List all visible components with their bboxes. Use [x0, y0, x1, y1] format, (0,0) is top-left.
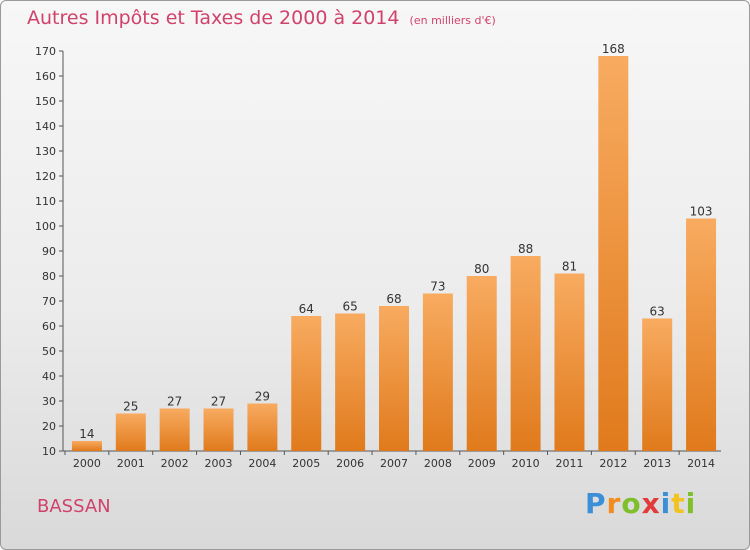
value-label-2012: 168	[602, 42, 625, 56]
x-tick-label-2008: 2008	[424, 457, 452, 470]
value-label-2008: 73	[430, 280, 445, 294]
bar-2007	[379, 306, 409, 451]
x-tick-label-2010: 2010	[512, 457, 540, 470]
x-tick-label-2012: 2012	[599, 457, 627, 470]
x-tick-label-2007: 2007	[380, 457, 408, 470]
value-label-2003: 27	[211, 395, 226, 409]
chart-value-labels: 14 25 27 27 29 64 65 68 73 80 88 81 168 63 103	[79, 42, 712, 441]
y-tick-label: 10	[42, 445, 56, 458]
x-tick-label-2006: 2006	[336, 457, 364, 470]
bar-2012	[598, 56, 629, 451]
bar-2005	[291, 316, 322, 451]
y-tick-label: 120	[35, 170, 56, 183]
value-label-2009: 80	[474, 262, 489, 276]
value-label-2014: 103	[690, 205, 713, 219]
bar-2006	[335, 313, 366, 451]
y-tick-label: 30	[42, 395, 56, 408]
chart-unit: (en milliers d'€)	[409, 14, 496, 27]
value-label-2005: 64	[299, 302, 314, 316]
value-label-2010: 88	[518, 242, 533, 256]
value-label-2001: 25	[123, 400, 138, 414]
x-tick-label-2001: 2001	[117, 457, 145, 470]
bar-2002	[159, 408, 190, 451]
chart-bars	[71, 56, 717, 451]
value-label-2002: 27	[167, 395, 182, 409]
bar-2010	[510, 256, 541, 451]
proxiti-logo: Proxiti	[585, 487, 697, 520]
y-tick-label: 100	[35, 220, 56, 233]
bar-2013	[642, 318, 673, 451]
chart-title: Autres Impôts et Taxes de 2000 à 2014 (e…	[27, 7, 496, 29]
y-tick-label: 20	[42, 420, 56, 433]
value-label-2007: 68	[386, 292, 401, 306]
x-tick-label-2000: 2000	[73, 457, 101, 470]
x-tick-label-2005: 2005	[292, 457, 320, 470]
bar-2014	[686, 218, 717, 451]
bar-2004	[247, 403, 278, 451]
value-label-2006: 65	[342, 300, 357, 314]
x-tick-label-2003: 2003	[205, 457, 233, 470]
y-tick-label: 90	[42, 245, 56, 258]
x-tick-label-2014: 2014	[687, 457, 715, 470]
y-tick-label: 70	[42, 295, 56, 308]
y-tick-label: 80	[42, 270, 56, 283]
y-tick-label: 130	[35, 145, 56, 158]
chart-title-text: Autres Impôts et Taxes de 2000 à 2014	[27, 7, 400, 29]
bar-2009	[466, 276, 497, 451]
bar-2008	[422, 293, 453, 451]
y-tick-label: 140	[35, 120, 56, 133]
bar-2011	[554, 273, 585, 451]
value-label-2000: 14	[79, 427, 94, 441]
x-tick-label-2004: 2004	[248, 457, 276, 470]
y-tick-label: 150	[35, 95, 56, 108]
x-tick-label-2011: 2011	[555, 457, 583, 470]
x-tick-label-2013: 2013	[643, 457, 671, 470]
value-label-2004: 29	[255, 390, 270, 404]
bar-2000	[71, 441, 102, 451]
y-tick-label: 160	[35, 70, 56, 83]
y-tick-label: 40	[42, 370, 56, 383]
y-tick-label: 170	[35, 45, 56, 58]
x-tick-label-2002: 2002	[161, 457, 189, 470]
bar-2003	[203, 408, 234, 451]
y-tick-label: 60	[42, 320, 56, 333]
value-label-2013: 63	[650, 305, 665, 319]
bar-2001	[115, 413, 146, 451]
y-tick-label: 50	[42, 345, 56, 358]
commune-name: BASSAN	[37, 496, 111, 517]
x-tick-label-2009: 2009	[468, 457, 496, 470]
y-tick-label: 110	[35, 195, 56, 208]
value-label-2011: 81	[562, 260, 577, 274]
